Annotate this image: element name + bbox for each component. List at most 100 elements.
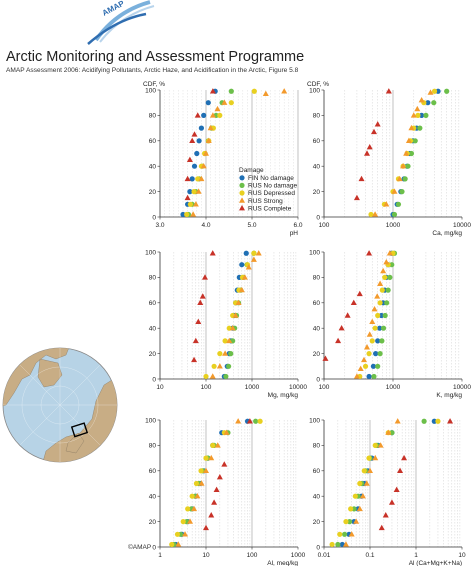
data-point xyxy=(444,88,450,94)
series-rus-strong xyxy=(372,89,434,217)
data-point xyxy=(356,290,363,297)
x-tick-label: 0.01 xyxy=(318,552,331,559)
data-point xyxy=(366,143,373,150)
data-point xyxy=(388,499,395,505)
data-point xyxy=(253,418,259,424)
data-point xyxy=(338,325,345,331)
legend-marker xyxy=(239,205,245,211)
data-point xyxy=(372,454,379,461)
data-point xyxy=(353,373,360,379)
data-point xyxy=(341,531,348,537)
data-point xyxy=(357,480,363,487)
data-point xyxy=(403,150,410,156)
data-point xyxy=(216,363,223,369)
series-fin-no-damage xyxy=(339,418,437,548)
legend-label: RUS Depressed xyxy=(248,190,295,197)
data-point xyxy=(235,418,242,424)
data-point xyxy=(372,442,378,448)
data-point xyxy=(255,250,262,256)
data-point xyxy=(222,350,229,356)
data-point xyxy=(196,138,202,144)
data-point xyxy=(238,286,245,293)
series-fin-no-damage xyxy=(366,250,395,380)
series-rus-strong xyxy=(353,250,393,379)
series-rus-complete xyxy=(191,250,216,363)
data-point xyxy=(228,100,234,106)
land-scandinavia xyxy=(65,432,85,454)
data-point xyxy=(223,373,229,380)
data-point xyxy=(431,100,437,106)
data-point xyxy=(228,88,234,94)
x-tick-label: 10000 xyxy=(453,384,471,391)
data-point xyxy=(184,175,191,182)
data-point xyxy=(344,312,351,318)
data-point xyxy=(397,467,404,473)
data-point xyxy=(197,299,204,305)
data-point xyxy=(370,128,377,135)
data-point xyxy=(374,121,381,127)
data-point xyxy=(205,137,212,143)
data-point xyxy=(209,250,216,256)
data-point xyxy=(391,188,398,194)
series-rus-no-damage xyxy=(391,88,450,218)
y-tick-label: 60 xyxy=(313,138,321,145)
data-point xyxy=(350,299,357,305)
data-point xyxy=(375,338,381,344)
data-point xyxy=(421,418,427,424)
data-point xyxy=(243,250,249,256)
data-point xyxy=(245,264,252,270)
x-tick-label: 10000 xyxy=(453,222,471,229)
land-eurasia xyxy=(41,374,117,462)
data-point xyxy=(190,211,197,217)
y-tick-label: 60 xyxy=(149,138,157,145)
y-tick-label: 80 xyxy=(313,275,321,282)
data-point xyxy=(394,418,401,424)
x-tick-label: 3.0 xyxy=(155,222,164,229)
data-point xyxy=(337,531,343,537)
series-rus-depressed xyxy=(368,88,438,218)
data-point xyxy=(193,480,200,487)
legend-label: FIN No damage xyxy=(248,175,294,182)
data-point xyxy=(378,312,385,319)
data-point xyxy=(361,468,367,474)
y-tick-label: 0 xyxy=(152,544,156,551)
chart-panel-1: 0 20 40 60 80 100 3.0 4.0 5.0 6.0 CDF, % pH xyxy=(143,81,303,237)
copyright: ©AMAP xyxy=(128,544,152,551)
data-point xyxy=(391,211,398,218)
y-axis-label: CDF, % xyxy=(307,81,329,88)
data-point xyxy=(371,305,378,312)
data-point xyxy=(372,325,378,331)
data-point xyxy=(389,262,395,268)
data-point xyxy=(217,351,223,357)
x-axis-label: K, mg/kg xyxy=(436,392,462,399)
amap-logo: AMAP xyxy=(87,0,155,45)
data-point xyxy=(226,337,233,344)
x-axis-label: pH xyxy=(290,230,299,237)
series-rus-complete xyxy=(203,418,253,531)
data-point xyxy=(214,442,221,448)
data-point xyxy=(415,112,421,118)
data-point xyxy=(335,541,341,548)
data-point xyxy=(198,480,205,486)
data-point xyxy=(423,112,429,118)
data-point xyxy=(192,337,199,344)
data-point xyxy=(362,363,369,369)
data-point xyxy=(374,293,381,299)
y-tick-label: 100 xyxy=(309,417,320,424)
data-point xyxy=(348,506,354,512)
data-point xyxy=(174,531,181,537)
x-axis-label: Ca, mg/kg xyxy=(432,230,462,237)
x-tick-label: 0.1 xyxy=(365,552,374,559)
data-point xyxy=(191,356,198,363)
x-axis-label: Mg, mg/kg xyxy=(268,392,299,399)
x-axis-label: Al (Ca+Mg+K+Na) xyxy=(409,560,462,566)
data-point xyxy=(382,312,388,319)
x-tick-label: 10000 xyxy=(289,384,307,391)
data-point xyxy=(187,518,194,524)
y-tick-label: 100 xyxy=(309,249,320,256)
y-tick-label: 80 xyxy=(149,113,157,120)
data-point xyxy=(414,105,421,112)
y-tick-label: 100 xyxy=(309,87,320,94)
